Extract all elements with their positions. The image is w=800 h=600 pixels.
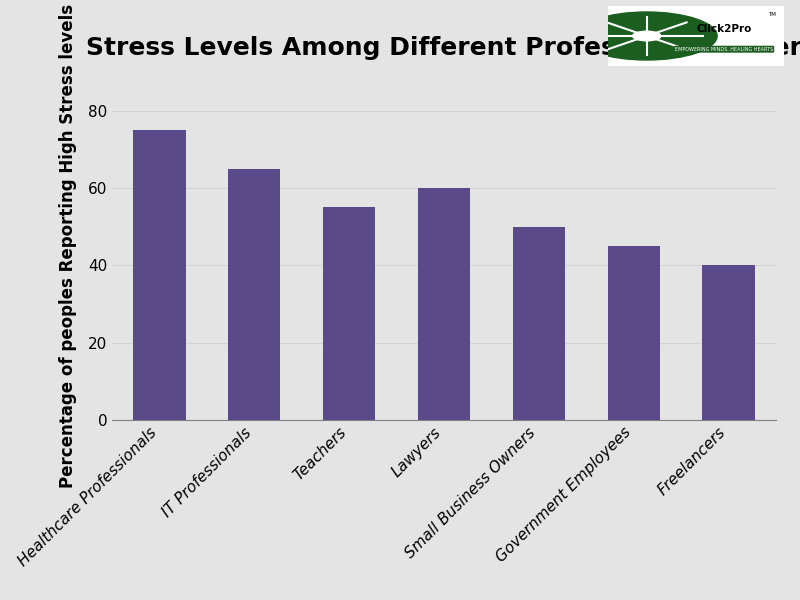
Bar bbox=[323, 208, 375, 420]
Bar bbox=[228, 169, 280, 420]
Text: TM: TM bbox=[768, 13, 776, 17]
Bar bbox=[608, 246, 660, 420]
FancyBboxPatch shape bbox=[599, 3, 793, 69]
Bar bbox=[513, 227, 565, 420]
Bar bbox=[702, 265, 754, 420]
Title: Stress Levels Among Different Profession in Ajmer: Stress Levels Among Different Profession… bbox=[86, 37, 800, 61]
Text: EMPOWERING MINDS. HEALING HEARTS: EMPOWERING MINDS. HEALING HEARTS bbox=[675, 47, 774, 52]
Text: Click2Pro: Click2Pro bbox=[697, 24, 752, 34]
Y-axis label: Percentage of peoples Reporting High Stress levels: Percentage of peoples Reporting High Str… bbox=[58, 4, 77, 488]
Circle shape bbox=[633, 31, 661, 41]
Circle shape bbox=[576, 12, 717, 60]
Bar bbox=[418, 188, 470, 420]
Bar bbox=[134, 130, 186, 420]
